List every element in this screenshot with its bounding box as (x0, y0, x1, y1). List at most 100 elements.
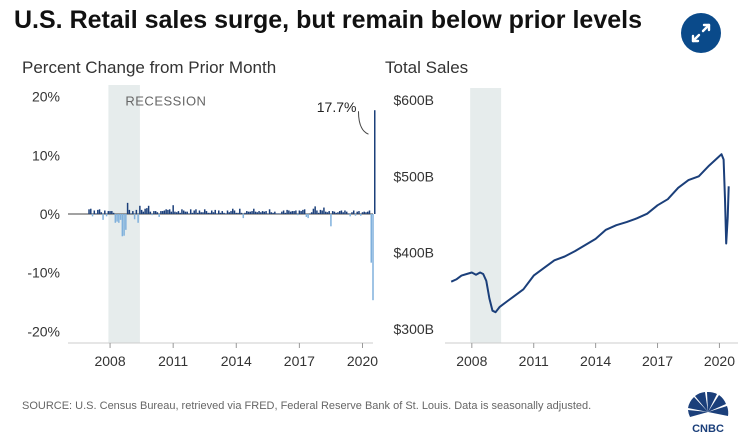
bar (161, 211, 164, 214)
y-tick-label: -20% (27, 323, 60, 339)
bar (200, 212, 202, 214)
bar (358, 211, 360, 214)
bar (244, 212, 246, 214)
bar (188, 213, 190, 215)
bar (267, 213, 269, 215)
bar (112, 212, 115, 214)
bar (235, 212, 238, 214)
bar (324, 211, 327, 214)
bar (174, 211, 176, 214)
bar (349, 214, 351, 217)
bar (91, 214, 94, 217)
bar (370, 214, 372, 263)
bar (296, 214, 299, 216)
bar (191, 212, 194, 214)
svg-text:CNBC: CNBC (692, 423, 724, 434)
bar (163, 210, 166, 214)
bar (189, 209, 192, 214)
x-tick-label: 2020 (347, 353, 378, 369)
bar (121, 214, 124, 237)
bar (109, 211, 111, 214)
bar (181, 209, 183, 214)
bar (249, 211, 252, 214)
bar (97, 209, 99, 214)
bar (309, 213, 311, 215)
expand-button[interactable] (681, 13, 721, 53)
bar (274, 211, 276, 214)
bar (275, 213, 278, 215)
bar (102, 214, 104, 220)
bar (107, 211, 110, 214)
bar (251, 211, 253, 214)
bar (216, 213, 218, 215)
percent-change-bar-chart: RECESSION 20% 10% 0% -10% -20% 2008 2011 2014 201… (27, 85, 378, 369)
bar (203, 209, 206, 214)
bar (254, 211, 257, 214)
bar (258, 211, 260, 214)
bar (354, 214, 357, 216)
bar (186, 211, 188, 214)
bar (95, 213, 97, 215)
bar (219, 212, 222, 214)
bar (133, 214, 136, 220)
bar (342, 212, 344, 214)
bar (356, 211, 358, 214)
cnbc-peacock-logo: CNBC (688, 391, 729, 434)
bar (172, 205, 174, 214)
bar (319, 209, 322, 214)
bar (303, 209, 306, 214)
bar (277, 213, 280, 215)
bar (335, 212, 337, 214)
bar (268, 209, 271, 214)
bar (193, 210, 195, 214)
bar (361, 212, 364, 214)
x-tick-label: 2014 (580, 353, 611, 369)
bar (281, 211, 283, 214)
bar (146, 208, 148, 214)
bar (179, 212, 181, 214)
bar (147, 205, 150, 214)
bar (261, 211, 264, 214)
bar (298, 210, 301, 214)
bar (104, 210, 106, 214)
bar (265, 211, 267, 214)
bar (184, 211, 187, 214)
recession-band (470, 88, 502, 343)
bar (351, 212, 353, 214)
y-tick-label: $400B (394, 245, 434, 261)
bar (177, 211, 180, 214)
bar (139, 205, 141, 214)
bar (125, 214, 127, 230)
bar (223, 212, 225, 214)
bar (156, 212, 159, 214)
bar (221, 211, 223, 214)
right-chart-subtitle: Total Sales (385, 58, 469, 77)
y-tick-label: 10% (32, 147, 60, 163)
bar (118, 214, 120, 223)
peak-annotation-leader (357, 111, 369, 135)
bar (153, 211, 155, 214)
bar (365, 212, 367, 214)
bar (337, 212, 339, 214)
bar (151, 214, 153, 216)
bar (111, 211, 113, 214)
bar (165, 209, 167, 214)
y-tick-label: -10% (27, 265, 60, 281)
bar (167, 209, 169, 214)
bar (233, 210, 236, 214)
x-tick-label: 2008 (456, 353, 487, 369)
bar (295, 210, 297, 214)
bar (232, 208, 234, 214)
bar (340, 210, 343, 214)
bar (260, 212, 262, 214)
bar (289, 211, 292, 214)
x-tick-label: 2008 (94, 353, 125, 369)
bar (105, 214, 108, 217)
bar (144, 208, 146, 214)
left-chart-subtitle: Percent Change from Prior Month (22, 58, 277, 77)
bar (323, 207, 325, 214)
y-tick-label: 20% (32, 89, 60, 105)
bar (240, 212, 243, 214)
bar (230, 211, 232, 214)
